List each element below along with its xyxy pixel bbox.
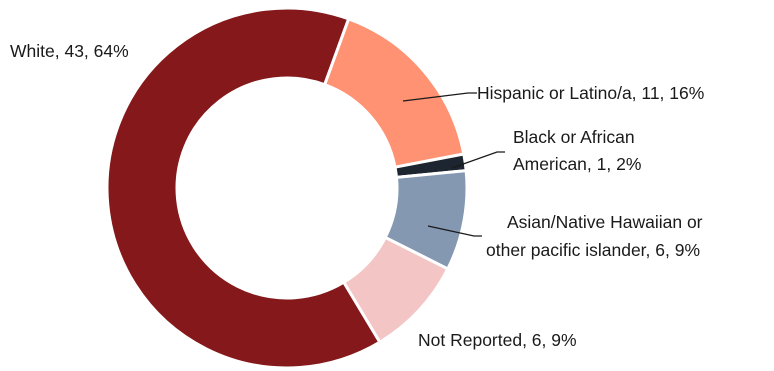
leader-line-asian: [427, 225, 482, 237]
leader-line-black: [451, 151, 505, 169]
label-not-reported-line-1: Not Reported, 6, 9%: [418, 330, 577, 350]
leader-line-hispanic: [402, 92, 477, 102]
label-white-line-1: White, 43, 64%: [10, 41, 129, 61]
label-black-line-1: Black or African: [513, 127, 635, 147]
slice-labels: Hispanic or Latino/a, 11, 16% Black or A…: [10, 41, 707, 350]
slice-white: [105, 6, 382, 370]
label-asian-line-1: Asian/Native Hawaiian or: [507, 212, 703, 232]
label-hispanic: Hispanic or Latino/a, 11, 16%: [477, 83, 704, 103]
label-asian-line-2: other pacific islander, 6, 9%: [486, 240, 700, 260]
label-not-reported: Not Reported, 6, 9%: [418, 330, 577, 350]
label-black-line-2: American, 1, 2%: [513, 154, 641, 174]
label-hispanic-line-1: Hispanic or Latino/a, 11, 16%: [477, 83, 704, 103]
slice-hispanic: [323, 17, 466, 169]
label-asian: Asian/Native Hawaiian or other pacific i…: [486, 212, 707, 260]
leader-lines: [402, 92, 505, 237]
label-white: White, 43, 64%: [10, 41, 129, 61]
label-black: Black or African American, 1, 2%: [513, 127, 641, 174]
donut-slices: [105, 6, 469, 370]
